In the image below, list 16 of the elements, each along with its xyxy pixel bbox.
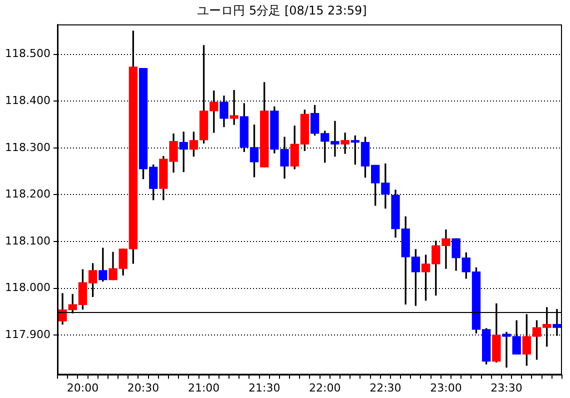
y-tick-label: 118.500: [4, 47, 50, 60]
x-tick-label: 21:30: [248, 381, 280, 394]
x-tick-label: 22:00: [309, 381, 341, 394]
y-tick-label: 118.000: [4, 281, 50, 294]
x-tick-label: 20:30: [127, 381, 160, 394]
x-tick-label: 23:00: [430, 381, 462, 394]
y-tick-label: 118.100: [4, 234, 50, 248]
y-tick-label: 118.400: [4, 94, 50, 107]
y-tick-label: 118.200: [4, 188, 50, 201]
x-tick-label: 21:00: [188, 381, 220, 394]
y-tick-label: 117.900: [4, 328, 50, 341]
x-tick-label: 20:00: [66, 381, 99, 394]
x-tick-label: 22:30: [370, 381, 402, 394]
y-tick-label: 118.300: [4, 140, 50, 154]
chart-title: ユーロ円 5分足 [08/15 23:59]: [197, 3, 367, 18]
x-tick-label: 23:30: [490, 381, 522, 394]
